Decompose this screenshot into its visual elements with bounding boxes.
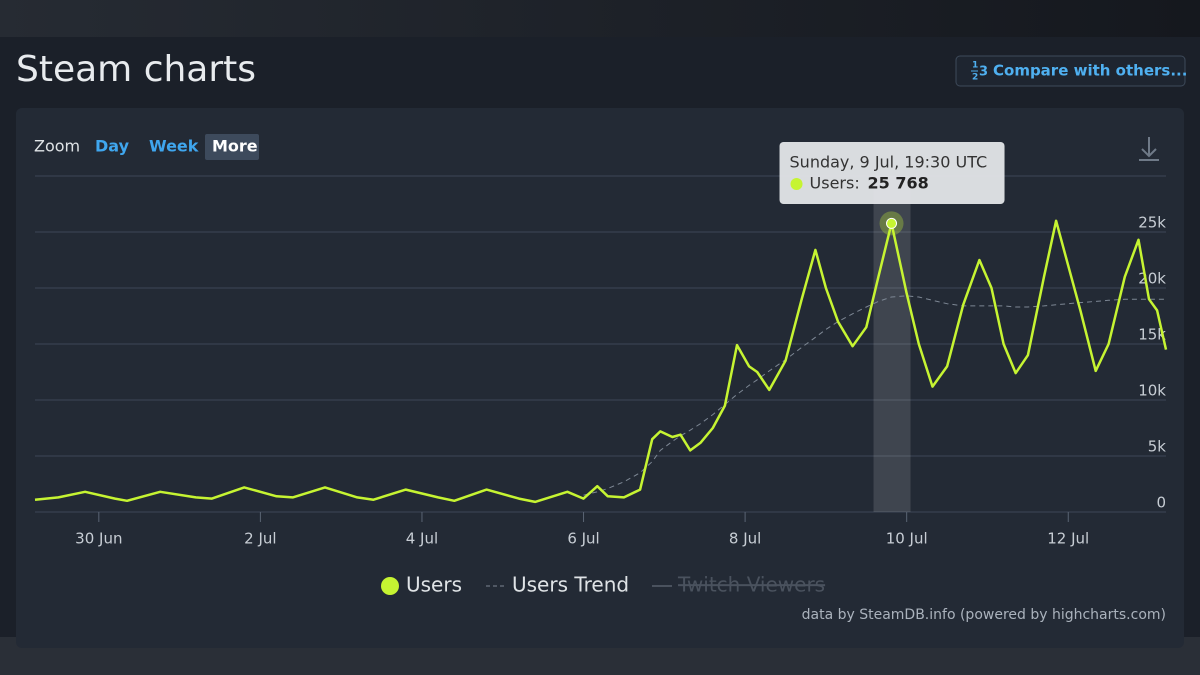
x-tick-label: 2 Jul bbox=[244, 530, 276, 548]
y-tick-label: 5k bbox=[1148, 438, 1167, 456]
series-line bbox=[34, 219, 1168, 504]
compare-label[interactable]: Compare with others... bbox=[993, 62, 1187, 80]
credit: data by SteamDB.info (powered by highcha… bbox=[802, 607, 1166, 623]
zoom-option[interactable]: More bbox=[212, 137, 258, 156]
plot: 0 5k 10k 15k 20k 25k 30 Jun 2 Jul 4 Jul 6 Jul 8 Ju… bbox=[34, 142, 1168, 597]
tooltip-header: Sunday, 9 Jul, 19:30 UTC bbox=[790, 153, 988, 172]
icon-glyph: 3 bbox=[979, 65, 988, 80]
legend-label[interactable]: Users Trend bbox=[512, 573, 629, 597]
x-tick-label: 6 Jul bbox=[567, 530, 599, 548]
legend-symbol bbox=[381, 577, 399, 595]
top-bar bbox=[0, 0, 1200, 37]
zoom-option[interactable]: Week bbox=[149, 137, 199, 156]
compare-button[interactable]: 1 2 3 Compare with others... bbox=[955, 55, 1187, 87]
zoom-label: Zoom bbox=[34, 137, 80, 156]
legend-label[interactable]: Twitch Viewers bbox=[677, 573, 825, 597]
x-tick-label: 30 Jun bbox=[75, 530, 122, 548]
icon-glyph: 2 bbox=[972, 73, 978, 83]
tooltip-box bbox=[779, 142, 1005, 204]
icon-stroke bbox=[1141, 148, 1157, 158]
x-tick-label: 10 Jul bbox=[886, 530, 928, 548]
y-tick-label: 0 bbox=[1156, 494, 1166, 512]
x-tick-label: 8 Jul bbox=[729, 530, 761, 548]
download-icon[interactable] bbox=[1139, 137, 1159, 161]
y-tick-label: 10k bbox=[1138, 382, 1166, 400]
x-tick-label: 12 Jul bbox=[1047, 530, 1089, 548]
legend-label[interactable]: Users bbox=[406, 573, 462, 597]
zoom-active-bg bbox=[205, 134, 259, 160]
button-frame[interactable] bbox=[955, 55, 1186, 87]
hover-marker bbox=[886, 217, 898, 229]
page-title: Steam charts bbox=[16, 49, 256, 90]
zoom-option[interactable]: Day bbox=[95, 137, 130, 156]
x-tick-label: 4 Jul bbox=[406, 530, 438, 548]
legend-item[interactable]: Twitch Viewers bbox=[652, 573, 825, 597]
y-tick-label: 20k bbox=[1138, 270, 1166, 288]
icon-glyph: 1 bbox=[972, 61, 978, 71]
series-line bbox=[583, 295, 1166, 496]
legend-item[interactable]: Users bbox=[381, 573, 462, 597]
y-tick-label: 15k bbox=[1138, 326, 1166, 344]
y-tick-label: 25k bbox=[1138, 214, 1166, 232]
compare-icon: 1 2 3 bbox=[971, 61, 988, 83]
tooltip: Sunday, 9 Jul, 19:30 UTC Users: 25 768 bbox=[779, 142, 1005, 204]
tooltip-label: Users: bbox=[810, 174, 860, 193]
chart-card bbox=[16, 108, 1184, 648]
tooltip-value: 25 768 bbox=[868, 174, 929, 193]
tooltip-dot bbox=[790, 178, 803, 190]
hover-band bbox=[873, 176, 911, 512]
legend-item[interactable]: Users Trend bbox=[486, 573, 629, 597]
